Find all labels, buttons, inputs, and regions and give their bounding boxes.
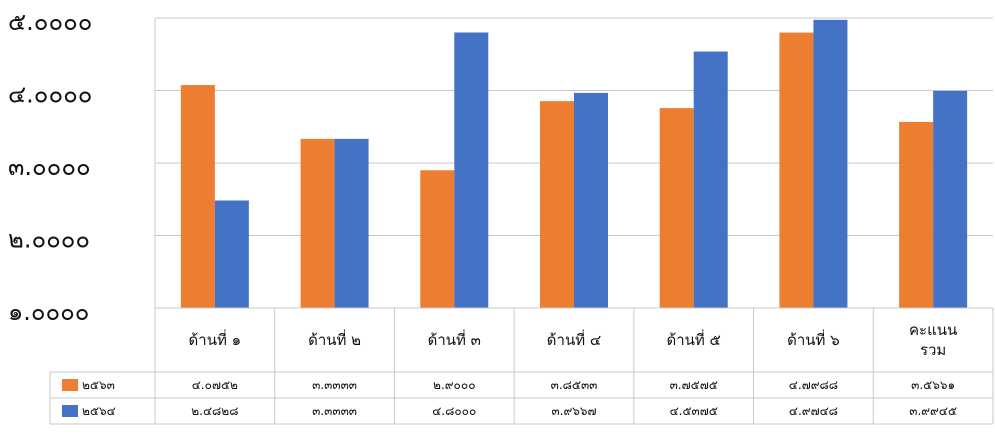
bar	[899, 121, 934, 308]
bar	[420, 170, 455, 308]
bar	[540, 101, 574, 309]
legend-swatch	[62, 379, 78, 391]
data-label: ๔.๘๐๐๐	[432, 404, 476, 418]
category-label: ด้านที่ ๒	[308, 329, 361, 349]
data-label: ๓.๕๖๖๑	[911, 378, 955, 392]
y-axis: ๑.๐๐๐๐ ๒.๐๐๐๐ ๓.๐๐๐๐ ๔.๐๐๐๐ ๕.๐๐๐๐	[8, 8, 92, 326]
y-tick-label: ๒.๐๐๐๐	[8, 226, 90, 254]
y-tick-label: ๔.๐๐๐๐	[8, 81, 92, 109]
data-label: ๔.๙๗๔๘	[789, 404, 838, 418]
data-label: ๔.๐๗๕๒	[192, 378, 238, 392]
y-tick-label: ๕.๐๐๐๐	[8, 8, 92, 36]
data-label: ๓.๙๖๖๗	[551, 404, 596, 418]
bar	[813, 19, 848, 309]
category-label: ด้านที่ ๖	[787, 329, 840, 349]
legend-label: ๒๕๖๔	[82, 404, 116, 418]
bar	[659, 108, 694, 308]
data-label: ๓.๗๕๗๕	[670, 378, 718, 392]
data-label: ๓.๘๕๓๓	[551, 378, 598, 392]
category-label: รวม	[920, 341, 946, 359]
legend-label: ๒๕๖๓	[82, 378, 115, 392]
bar	[693, 51, 728, 308]
bar	[454, 32, 489, 308]
category-label: ด้านที่ ๔	[547, 329, 601, 349]
data-label: ๓.๓๓๓๓	[312, 378, 357, 392]
bar	[214, 200, 249, 308]
data-label: ๓.๓๓๓๓	[312, 404, 357, 418]
bar	[779, 32, 814, 308]
category-label: ด้านที่ ๕	[666, 329, 720, 349]
y-tick-label: ๑.๐๐๐๐	[8, 298, 89, 326]
bars	[180, 19, 968, 309]
data-table: ด้านที่ ๑ ด้านที่ ๒ ด้านที่ ๓ ด้านที่ ๔ ด้าน…	[49, 18, 994, 425]
category-label: ด้านที่ ๓	[428, 329, 481, 349]
legend-swatch	[62, 405, 78, 417]
y-tick-label: ๓.๐๐๐๐	[8, 153, 91, 181]
data-label: ๔.๕๓๗๕	[670, 404, 718, 418]
bar	[300, 138, 335, 308]
data-label: ๔.๗๙๘๘	[789, 378, 838, 392]
category-label: คะแนน	[909, 321, 957, 339]
category-label: ด้านที่ ๑	[189, 329, 242, 349]
bar	[180, 85, 215, 308]
data-label: ๒.๔๘๒๘	[191, 404, 238, 418]
bar	[574, 92, 608, 309]
bar	[334, 138, 369, 308]
bar	[933, 90, 968, 309]
data-label: ๓.๙๙๔๕	[909, 404, 957, 418]
data-label: ๒.๙๐๐๐	[433, 378, 476, 392]
